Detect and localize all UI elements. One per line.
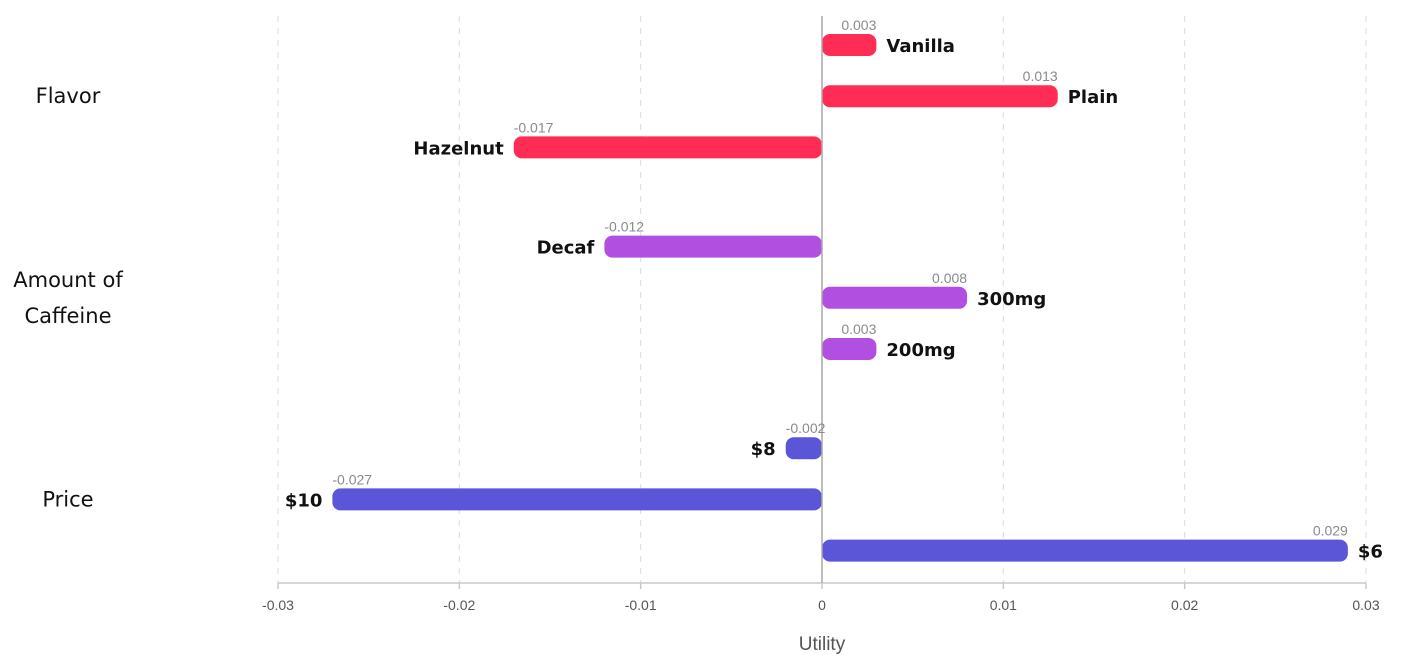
bar [822, 338, 877, 360]
x-tick-label: -0.01 [625, 597, 657, 613]
x-axis-title: Utility [799, 634, 846, 655]
bars [332, 34, 1348, 562]
x-tick-label: -0.02 [443, 597, 475, 613]
level-label: Decaf [537, 238, 595, 259]
bar-value-label: -0.027 [332, 471, 372, 487]
bar [332, 488, 822, 511]
bar [604, 235, 822, 258]
level-label: 300mg [977, 289, 1046, 310]
bar [785, 437, 822, 460]
bar [822, 539, 1348, 562]
x-tick-label: 0.03 [1352, 597, 1379, 613]
x-tick-label: 0.01 [990, 597, 1017, 613]
attribute-label: Amount of [13, 268, 123, 292]
bar-value-label: 0.003 [841, 321, 876, 337]
attribute-label: Flavor [36, 84, 101, 108]
x-tick-label: -0.03 [262, 597, 294, 613]
level-label: $6 [1358, 542, 1383, 563]
bar-value-label: 0.013 [1023, 68, 1058, 84]
bar-value-label: 0.003 [841, 17, 876, 33]
attribute-label: Caffeine [25, 304, 112, 328]
level-label: Hazelnut [413, 138, 504, 159]
bar-value-label: 0.029 [1313, 523, 1348, 539]
bar-value-label: -0.017 [514, 119, 554, 135]
x-axis: -0.03 -0.02 -0.01 0 0.01 0.02 0.03 [262, 16, 1380, 613]
level-label: 200mg [886, 340, 955, 361]
bar-value-label: -0.002 [786, 420, 826, 436]
x-tick-label: 0 [818, 597, 826, 613]
bar-value-label: 0.008 [932, 270, 967, 286]
level-label: Vanilla [886, 36, 955, 57]
bar [513, 136, 822, 159]
level-label: $10 [285, 490, 323, 511]
bar-value-label: -0.012 [604, 219, 644, 235]
bar [822, 85, 1058, 108]
x-tick-label: 0.02 [1171, 597, 1198, 613]
labels: 0.003 Vanilla 0.013 Plain -0.017 Hazelnut -0.0… [13, 17, 1383, 563]
level-label: Plain [1068, 87, 1119, 108]
bar [822, 34, 877, 56]
bar [822, 286, 968, 309]
level-label: $8 [751, 439, 776, 460]
attribute-label: Price [42, 487, 93, 511]
